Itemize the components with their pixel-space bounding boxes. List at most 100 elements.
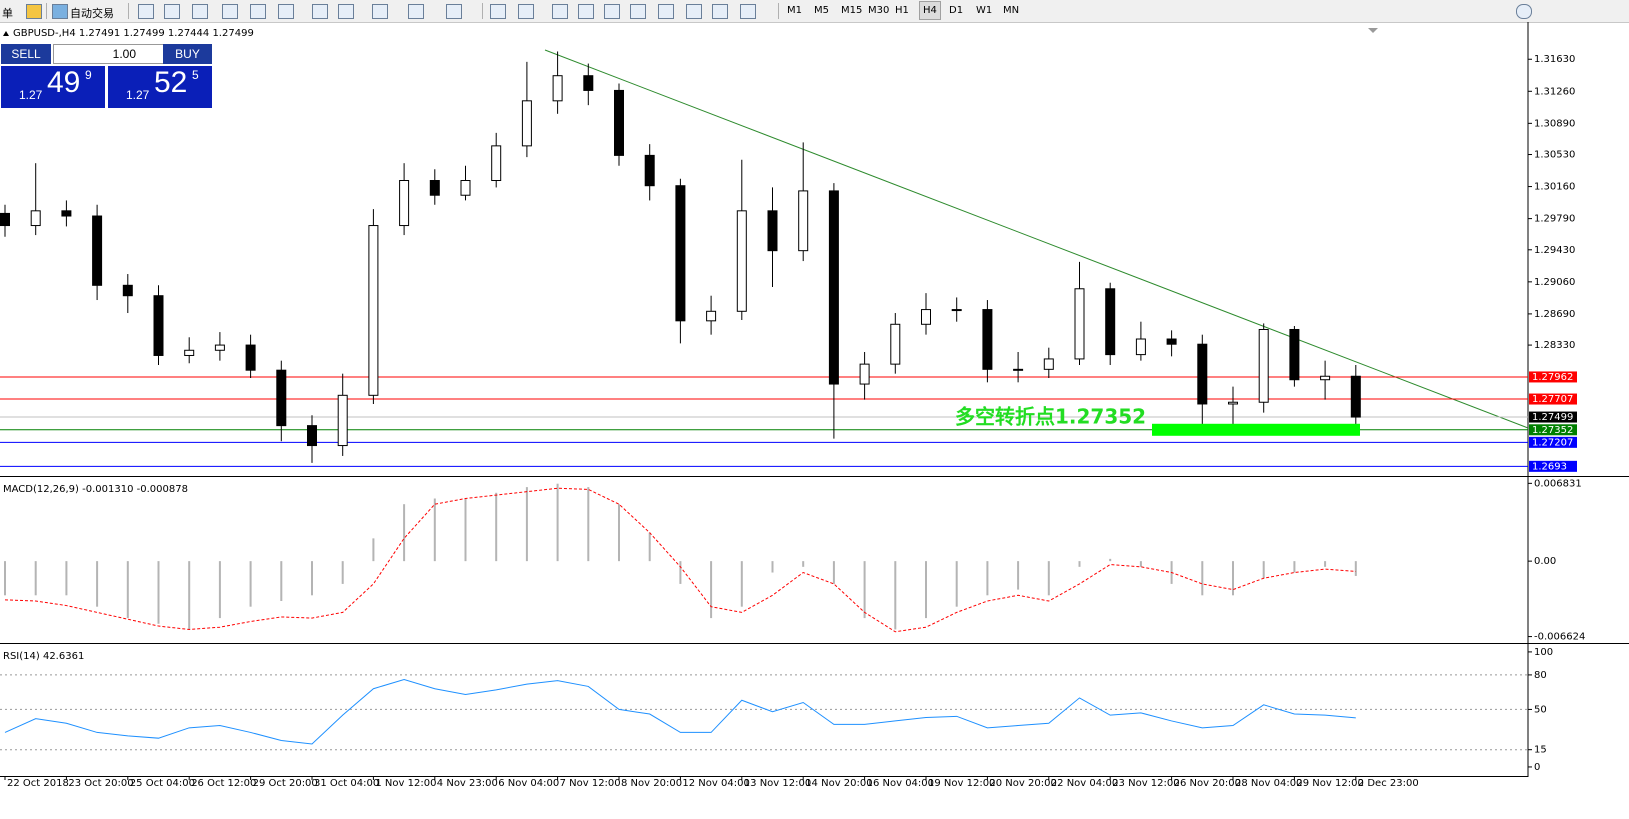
- timeframe-button[interactable]: H1: [895, 5, 909, 16]
- price-pip: 9: [85, 68, 92, 82]
- macd-bar: [188, 561, 191, 630]
- x-tick-label: 4 Nov 23:00: [437, 778, 498, 789]
- ask-price[interactable]: 1.27 52 5: [108, 66, 212, 108]
- y-tick-label: 1.29790: [1534, 214, 1575, 225]
- candle-body: [153, 295, 164, 356]
- icon[interactable]: [192, 4, 208, 19]
- icon[interactable]: [222, 4, 238, 19]
- timeframe-button[interactable]: M5: [814, 5, 829, 16]
- candle-body: [767, 210, 778, 252]
- level-label: 1.27499: [1532, 412, 1573, 423]
- y-tick-label: 1.29430: [1534, 245, 1575, 256]
- macd-bar: [618, 504, 620, 562]
- icon[interactable]: [740, 4, 756, 19]
- x-tick-label: 23 Nov 12:00: [1112, 778, 1179, 789]
- candle-body: [1350, 375, 1361, 418]
- macd-bar: [1293, 561, 1296, 573]
- x-tick-label: 22 Oct 2018: [7, 778, 69, 789]
- icon[interactable]: [278, 4, 294, 19]
- candle-body: [583, 75, 594, 91]
- icon[interactable]: [686, 4, 702, 19]
- icon[interactable]: [658, 4, 674, 19]
- candle-body: [1135, 338, 1146, 356]
- macd-bar: [495, 492, 498, 562]
- macd-bar: [771, 561, 774, 573]
- macd-bar: [648, 532, 651, 562]
- candle-body: [1197, 343, 1208, 405]
- macd-bar: [1354, 561, 1357, 576]
- timeframe-button[interactable]: H4: [919, 1, 941, 20]
- level-label-bg: [1529, 424, 1577, 436]
- icon[interactable]: [338, 4, 354, 19]
- separator: [128, 3, 129, 19]
- auto-trade-button[interactable]: 自动交易: [70, 7, 114, 20]
- candle-body: [30, 210, 41, 227]
- icon[interactable]: [490, 4, 506, 19]
- icon[interactable]: [52, 4, 68, 19]
- macd-bar: [1109, 558, 1112, 562]
- search-icon[interactable]: [1516, 4, 1532, 19]
- candle-body: [614, 89, 624, 156]
- macd-bar: [1139, 561, 1142, 567]
- menu-text[interactable]: 单: [2, 7, 13, 20]
- candle-body: [982, 309, 993, 370]
- y-tick-label: 0.00: [1534, 556, 1556, 567]
- x-tick-label: 25 Oct 04:00: [130, 778, 195, 789]
- icon[interactable]: [312, 4, 328, 19]
- timeframe-button[interactable]: W1: [976, 5, 993, 16]
- timeframe-button[interactable]: M15: [841, 5, 863, 16]
- timeframe-button[interactable]: D1: [949, 5, 964, 16]
- macd-bar: [1078, 561, 1081, 567]
- y-tick-label: 1.28330: [1534, 340, 1575, 351]
- icon[interactable]: [164, 4, 180, 19]
- icon[interactable]: [138, 4, 154, 19]
- buy-button[interactable]: BUY: [163, 44, 212, 64]
- macd-bar: [710, 561, 713, 619]
- macd-bar: [1201, 561, 1204, 596]
- candle-body: [491, 145, 502, 182]
- macd-bar: [740, 561, 743, 607]
- candle-body: [92, 215, 103, 286]
- timeframe-button[interactable]: M1: [787, 5, 802, 16]
- x-tick-label: 16 Nov 04:00: [867, 778, 934, 789]
- level-label-bg: [1529, 393, 1577, 405]
- candle-body: [1074, 288, 1085, 360]
- icon[interactable]: [630, 4, 646, 19]
- icon[interactable]: [712, 4, 728, 19]
- candle-body: [307, 425, 317, 447]
- icon[interactable]: [552, 4, 568, 19]
- bid-price[interactable]: 1.27 49 9: [1, 66, 105, 108]
- icon[interactable]: [372, 4, 388, 19]
- macd-bar: [65, 561, 68, 596]
- sell-button[interactable]: SELL: [1, 44, 51, 64]
- icon[interactable]: [578, 4, 594, 19]
- macd-bar: [679, 561, 682, 584]
- x-tick-label: 31 Oct 04:00: [314, 778, 379, 789]
- timeframe-button[interactable]: MN: [1003, 5, 1020, 16]
- icon[interactable]: [518, 4, 534, 19]
- price-pip: 5: [192, 68, 199, 82]
- candle-body: [798, 190, 809, 252]
- separator: [778, 3, 779, 19]
- timeframe-button[interactable]: M30: [868, 5, 890, 16]
- level-label-bg: [1529, 411, 1577, 423]
- candle-body: [951, 309, 962, 312]
- icon[interactable]: [408, 4, 424, 19]
- macd-bar: [863, 561, 866, 619]
- y-tick-label: 0.006831: [1534, 478, 1582, 489]
- toolbar: 单 自动交易 M1 M5 M15 M30 H1 H4 D1 W1 MN: [0, 0, 1629, 23]
- icon[interactable]: [446, 4, 462, 19]
- macd-bar: [955, 561, 958, 607]
- x-tick-label: 29 Nov 12:00: [1296, 778, 1363, 789]
- candle-body: [921, 309, 931, 325]
- icon[interactable]: [250, 4, 266, 19]
- icon[interactable]: [604, 4, 620, 19]
- candle-body: [214, 344, 225, 351]
- icon[interactable]: [26, 4, 42, 19]
- macd-bar: [986, 561, 989, 596]
- macd-bar: [802, 561, 805, 567]
- separator: [46, 3, 47, 19]
- price-big: 1.27: [126, 88, 150, 102]
- candle-body: [245, 344, 256, 371]
- lots-value: 1.00: [112, 47, 136, 61]
